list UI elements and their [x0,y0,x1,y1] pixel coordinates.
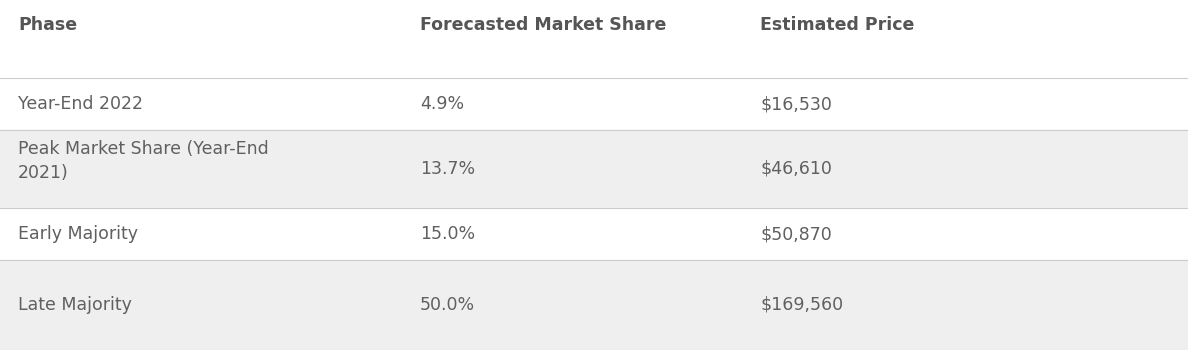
Text: $169,560: $169,560 [760,296,843,314]
Text: Forecasted Market Share: Forecasted Market Share [421,16,666,34]
Text: Year-End 2022: Year-End 2022 [18,95,143,113]
Text: 4.9%: 4.9% [421,95,465,113]
Text: $16,530: $16,530 [760,95,832,113]
Bar [0,130,1188,208]
Bar [0,8,1188,42]
Text: Phase: Phase [18,16,77,34]
Text: $46,610: $46,610 [760,160,832,178]
Text: Estimated Price: Estimated Price [760,16,915,34]
Text: 50.0%: 50.0% [421,296,475,314]
Bar [0,78,1188,130]
Text: 15.0%: 15.0% [421,225,475,243]
Text: $50,870: $50,870 [760,225,832,243]
Text: Early Majority: Early Majority [18,225,138,243]
Text: Peak Market Share (Year-End
2021): Peak Market Share (Year-End 2021) [18,140,268,182]
Text: Late Majority: Late Majority [18,296,132,314]
Text: 13.7%: 13.7% [421,160,475,178]
Bar [0,260,1188,350]
Bar [0,208,1188,260]
